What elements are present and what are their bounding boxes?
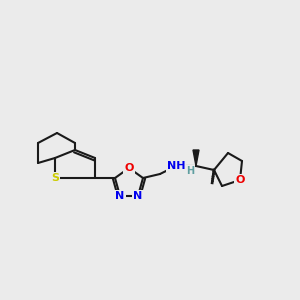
Text: S: S xyxy=(51,173,59,183)
Text: N: N xyxy=(116,191,124,201)
Polygon shape xyxy=(193,150,199,166)
Text: O: O xyxy=(124,163,134,173)
Text: H: H xyxy=(186,166,194,176)
Text: N: N xyxy=(134,191,142,201)
Text: NH: NH xyxy=(167,161,185,171)
Text: O: O xyxy=(235,175,245,185)
